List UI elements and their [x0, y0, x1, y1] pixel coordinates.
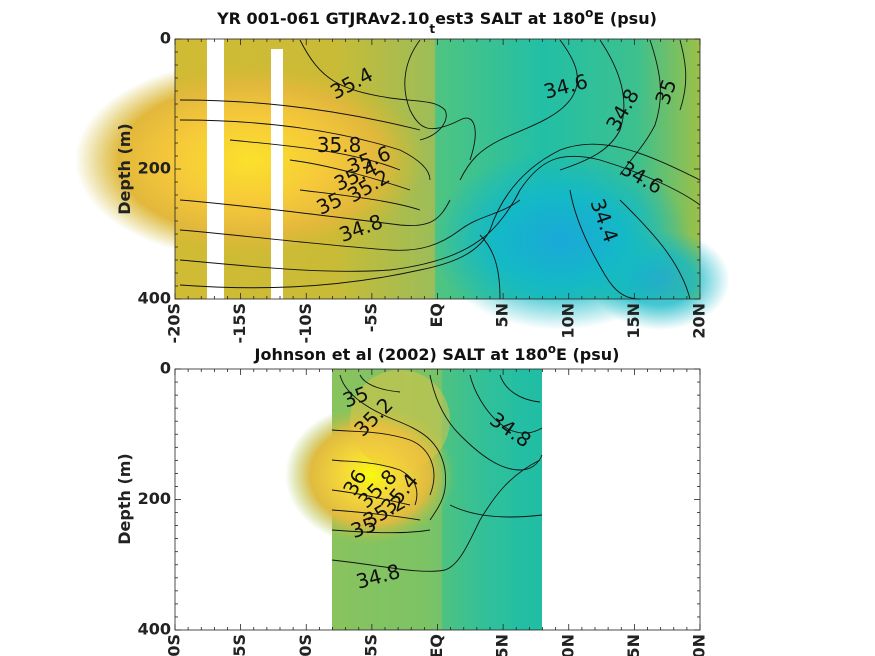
- chart-1-y-axis: 0 200 400: [138, 29, 700, 308]
- chart-1-field: [75, 39, 730, 330]
- x-tick-label: -15S: [230, 303, 249, 343]
- chart-2-title: Johnson et al (2002) SALT at 180oE (psu): [254, 342, 620, 364]
- chart-1-title-sub: t: [429, 22, 435, 36]
- y-tick-label: 200: [138, 489, 171, 508]
- x-tick-label: -10S: [296, 634, 315, 656]
- chart-2-title-end: E (psu): [556, 345, 620, 364]
- chart-2-field: [285, 369, 542, 630]
- y-tick-label: 0: [160, 359, 171, 378]
- chart-2-contours: [331, 374, 543, 572]
- y-tick-label: 400: [138, 620, 171, 639]
- chart-1-title-rest: est3 SALT at 180: [435, 9, 585, 28]
- x-tick-label: 20N: [690, 303, 709, 339]
- chart-1-title-sup: o: [585, 6, 593, 20]
- chart-1-contours: [179, 39, 701, 300]
- x-tick-label: -5S: [361, 634, 380, 656]
- y-tick-label: 400: [138, 289, 171, 308]
- y-tick-label: 0: [160, 29, 171, 48]
- chart-2-y-axis: 0 200 400: [138, 359, 700, 639]
- x-tick-label: 20N: [690, 634, 709, 656]
- chart-2: Johnson et al (2002) SALT at 180oE (psu)…: [115, 342, 709, 656]
- x-tick-label: 5N: [493, 303, 512, 328]
- chart-1-title-main: YR 001-061 GTJRAv2.10: [216, 9, 429, 28]
- chart-1-title-end: E (psu): [593, 9, 657, 28]
- x-tick-label: 15N: [624, 303, 643, 339]
- x-tick-label: -20S: [165, 303, 184, 343]
- x-tick-label: EQ: [427, 634, 446, 656]
- chart-2-ylabel: Depth (m): [115, 453, 134, 545]
- chart-2-title-sup: o: [548, 342, 556, 356]
- x-tick-label: EQ: [427, 303, 446, 328]
- x-tick-label: 10N: [558, 634, 577, 656]
- chart-1-title: YR 001-061 GTJRAv2.10test3 SALT at 180oE…: [216, 6, 657, 36]
- x-tick-label: 10N: [558, 303, 577, 339]
- x-tick-label: -15S: [230, 634, 249, 656]
- x-tick-label: -10S: [296, 303, 315, 343]
- chart-1-x-axis: -20S -15S -10S -5S EQ 5N 10N 15N 20N: [165, 39, 709, 343]
- chart-1: YR 001-061 GTJRAv2.10test3 SALT at 180oE…: [75, 6, 730, 343]
- y-tick-label: 200: [138, 159, 171, 178]
- x-tick-label: -5S: [361, 303, 380, 332]
- x-tick-label: 5N: [493, 634, 512, 656]
- chart-2-x-axis: -20S -15S -10S -5S EQ 5N 10N 15N 20N: [165, 369, 709, 656]
- x-tick-label: 15N: [624, 634, 643, 656]
- x-tick-label: -20S: [165, 634, 184, 656]
- chart-1-ylabel: Depth (m): [115, 123, 134, 215]
- contour-label: 35.8: [317, 133, 362, 157]
- chart-2-title-main: Johnson et al (2002) SALT at 180: [254, 345, 548, 364]
